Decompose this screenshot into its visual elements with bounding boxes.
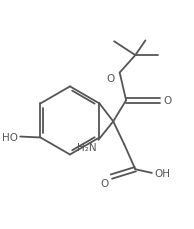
Text: O: O [163,96,171,106]
Text: H₂N: H₂N [77,142,97,152]
Text: O: O [106,73,114,83]
Text: OH: OH [155,168,171,178]
Text: HO: HO [2,132,18,142]
Text: O: O [100,179,109,189]
